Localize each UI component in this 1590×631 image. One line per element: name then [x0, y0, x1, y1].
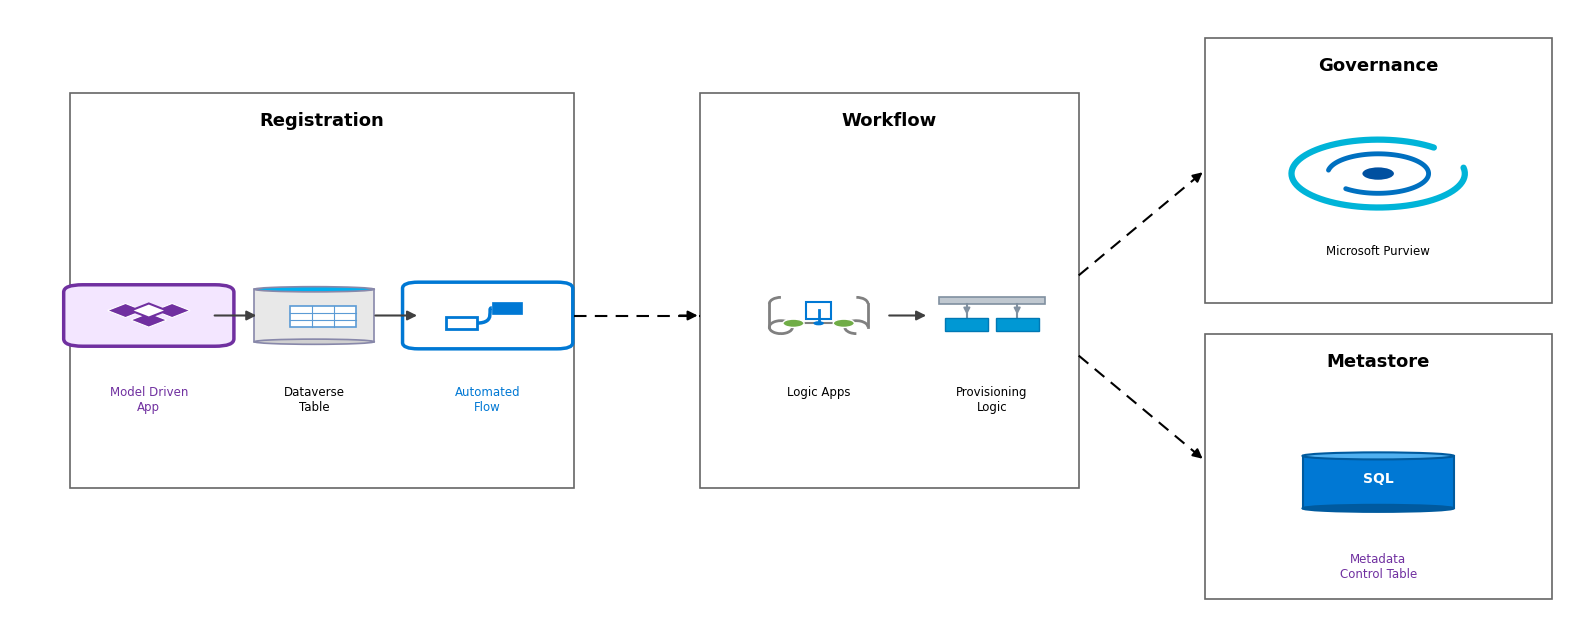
Ellipse shape: [1302, 505, 1453, 512]
Text: Provisioning
Logic: Provisioning Logic: [956, 386, 1027, 415]
Ellipse shape: [254, 339, 374, 345]
FancyBboxPatch shape: [1205, 38, 1552, 303]
Ellipse shape: [1302, 452, 1453, 459]
FancyBboxPatch shape: [946, 318, 989, 331]
FancyBboxPatch shape: [447, 317, 477, 329]
Polygon shape: [130, 313, 167, 327]
Circle shape: [833, 319, 854, 327]
Text: Automated
Flow: Automated Flow: [455, 386, 520, 415]
FancyBboxPatch shape: [291, 306, 356, 327]
FancyBboxPatch shape: [806, 302, 832, 319]
Text: SQL: SQL: [1363, 472, 1393, 486]
FancyBboxPatch shape: [701, 93, 1078, 488]
Text: Governance: Governance: [1318, 57, 1439, 74]
FancyBboxPatch shape: [254, 289, 374, 342]
Text: Model Driven
App: Model Driven App: [110, 386, 188, 415]
Circle shape: [1363, 167, 1394, 180]
FancyBboxPatch shape: [995, 318, 1038, 331]
FancyBboxPatch shape: [402, 282, 572, 349]
FancyBboxPatch shape: [70, 93, 574, 488]
Text: Microsoft Purview: Microsoft Purview: [1326, 245, 1429, 257]
Text: Metadata
Control Table: Metadata Control Table: [1339, 553, 1417, 581]
FancyBboxPatch shape: [1302, 456, 1453, 509]
Circle shape: [782, 319, 805, 327]
Text: Metastore: Metastore: [1326, 353, 1429, 371]
Polygon shape: [108, 304, 143, 317]
Ellipse shape: [254, 286, 374, 292]
Text: Logic Apps: Logic Apps: [787, 386, 851, 399]
Polygon shape: [154, 304, 191, 317]
Text: Workflow: Workflow: [843, 112, 937, 130]
FancyBboxPatch shape: [940, 297, 1045, 304]
Text: Dataverse
Table: Dataverse Table: [283, 386, 345, 415]
Text: Registration: Registration: [259, 112, 385, 130]
Polygon shape: [130, 304, 167, 317]
FancyBboxPatch shape: [64, 285, 234, 346]
Circle shape: [814, 321, 824, 326]
FancyBboxPatch shape: [1205, 334, 1552, 599]
FancyBboxPatch shape: [491, 302, 523, 314]
